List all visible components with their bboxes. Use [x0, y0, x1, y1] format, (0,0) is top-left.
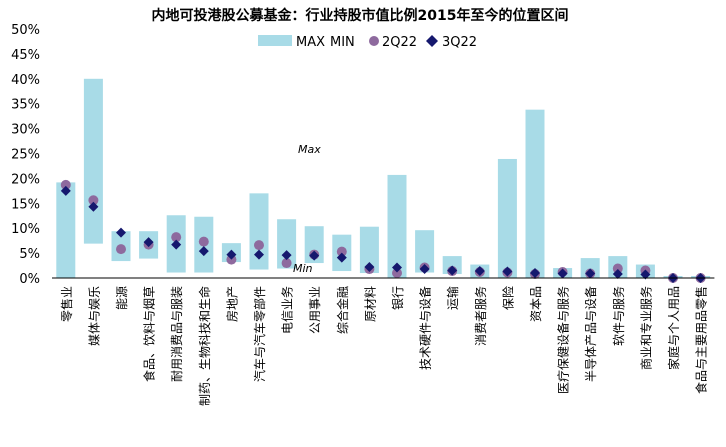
marker-3q22: [116, 227, 126, 238]
marker-3q22: [309, 250, 320, 261]
x-category-label: 耐用消费品与服装: [170, 286, 184, 382]
marker-3q22: [364, 262, 375, 273]
marker-2q22: [254, 240, 264, 251]
x-category-label: 房地产: [224, 286, 239, 322]
x-category-label: 银行: [391, 286, 405, 310]
y-tick-label: 25%: [11, 148, 40, 163]
marker-3q22: [612, 269, 623, 280]
range-bar: [387, 174, 407, 278]
y-tick-label: 20%: [11, 172, 40, 187]
legend: MAX MIN 2Q22 3Q22: [258, 35, 477, 50]
y-axis-ticks: 0% 5% 10% 15% 20% 25% 30% 35% 40% 45% 50%: [11, 23, 40, 287]
legend-max-swatch: [258, 35, 292, 46]
range-bar: [277, 219, 297, 269]
marker-3q22: [336, 252, 347, 263]
x-category-label: 公用事业: [308, 286, 322, 334]
x-category-label: 汽车与汽车零部件: [252, 286, 267, 382]
marker-3q22: [557, 268, 568, 279]
range-bar: [249, 193, 269, 270]
marker-2q22: [612, 263, 623, 274]
marker-3q22: [585, 268, 596, 279]
marker-2q22: [392, 268, 402, 279]
y-tick-label: 0%: [19, 272, 40, 287]
marker-2q22: [116, 244, 126, 255]
x-category-label: 消费者服务: [473, 286, 488, 346]
x-category-label: 综合金融: [335, 286, 350, 334]
marker-2q22: [198, 236, 209, 247]
range-bar: [497, 158, 517, 278]
x-category-label: 原材料: [363, 286, 377, 322]
range-bar: [359, 226, 379, 274]
annotation-min: Min: [293, 262, 313, 275]
marker-3q22: [226, 249, 237, 260]
legend-2q22-label: 2Q22: [382, 35, 417, 50]
marker-2q22: [88, 195, 99, 206]
x-category-label: 家庭与个人用品: [666, 286, 681, 370]
x-category-label: 半导体产品与设备: [584, 286, 598, 382]
x-category-label: 制药、生物科技和生命: [197, 286, 212, 406]
y-tick-label: 50%: [11, 23, 40, 38]
x-category-label: 医疗保健设备与服务: [556, 286, 571, 394]
marker-2q22: [60, 179, 71, 190]
x-category-label: 运输: [445, 286, 460, 310]
x-category-label: 能源: [115, 286, 129, 310]
marker-3q22: [392, 262, 402, 273]
legend-2q22-swatch: [369, 36, 379, 46]
markers-3q22: [60, 185, 706, 283]
marker-3q22: [254, 249, 264, 260]
range-bar: [525, 109, 545, 279]
marker-3q22: [88, 201, 99, 212]
x-category-label: 保险: [500, 286, 515, 310]
marker-3q22: [447, 265, 458, 276]
chart-title: 内地可投港股公募基金：行业持股市值比例2015年至今的位置区间: [152, 7, 569, 24]
x-category-label: 软件与服务: [611, 286, 626, 346]
range-bar: [83, 78, 103, 244]
marker-3q22: [143, 237, 154, 248]
marker-3q22: [530, 268, 540, 279]
marker-3q22: [502, 266, 513, 277]
y-tick-label: 40%: [11, 73, 40, 88]
range-bars: [56, 78, 711, 279]
marker-3q22: [474, 266, 485, 277]
x-category-label: 资本品: [529, 286, 543, 322]
marker-3q22: [60, 185, 71, 196]
y-tick-label: 5%: [19, 247, 40, 262]
legend-max-label: MAX: [296, 35, 325, 50]
x-category-label: 食品与主要用品零售: [694, 286, 709, 394]
y-tick-label: 10%: [11, 222, 40, 237]
legend-min-label: MIN: [330, 35, 355, 50]
marker-2q22: [336, 246, 347, 257]
x-category-label: 媒体与娱乐: [87, 286, 101, 346]
y-tick-label: 30%: [11, 123, 40, 138]
marker-3q22: [171, 239, 182, 250]
marker-3q22: [419, 264, 430, 275]
legend-3q22-swatch: [426, 35, 438, 47]
marker-3q22: [640, 269, 651, 280]
y-tick-label: 45%: [11, 48, 40, 63]
range-bar: [56, 182, 76, 278]
x-category-label: 电信业务: [280, 286, 295, 334]
legend-3q22-label: 3Q22: [442, 35, 477, 50]
x-category-label: 技术硬件与设备: [419, 286, 433, 370]
marker-3q22: [281, 250, 292, 261]
annotation-max: Max: [298, 143, 321, 156]
x-category-label: 零售业: [59, 286, 74, 322]
x-axis-categories: 零售业 媒体与娱乐 能源 食品、饮料与烟草 耐用消费品与服装 制药、生物科技和生命 房地产汽…: [59, 286, 709, 406]
marker-3q22: [198, 246, 209, 257]
marker-2q22: [281, 258, 292, 269]
y-tick-label: 15%: [11, 197, 40, 212]
y-tick-label: 35%: [11, 98, 40, 113]
range-bar: [415, 230, 435, 273]
marker-2q22: [171, 232, 182, 243]
x-category-label: 食品、饮料与烟草: [142, 286, 157, 382]
x-category-label: 商业和专业服务: [638, 286, 653, 370]
